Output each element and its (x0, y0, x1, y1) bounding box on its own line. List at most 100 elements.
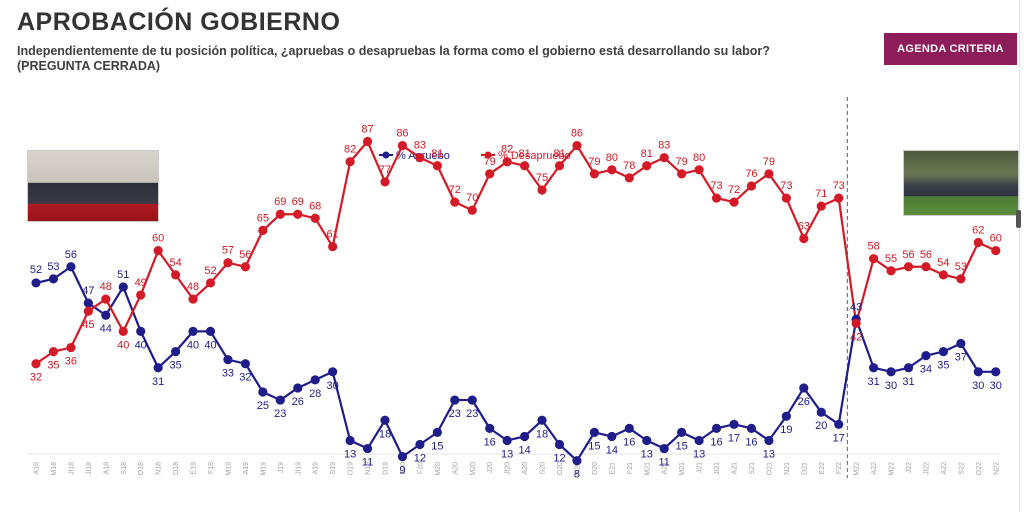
desapruebo-value-label: 52 (204, 265, 216, 277)
apruebo-value-label: 47 (82, 285, 94, 297)
desapruebo-point (572, 140, 582, 151)
desapruebo-point (380, 177, 390, 187)
apruebo-point (136, 326, 146, 336)
apruebo-point (205, 326, 216, 336)
apruebo-point (48, 274, 59, 284)
desapruebo-value-label: 81 (641, 148, 653, 160)
desapruebo-point (467, 205, 477, 215)
desapruebo-point (31, 359, 41, 369)
apruebo-point (956, 338, 966, 349)
apruebo-point (432, 427, 442, 437)
x-tick-label: Jl18 (86, 462, 93, 475)
apruebo-value-label: 13 (344, 448, 356, 460)
x-tick-label: M21 (644, 462, 651, 476)
desapruebo-value-label: 79 (484, 156, 496, 168)
apruebo-value-label: 23 (274, 408, 286, 420)
apruebo-value-label: 13 (693, 448, 705, 460)
apruebo-value-label: 44 (100, 323, 112, 335)
government-group-photo-left (27, 150, 159, 222)
apruebo-value-label: 16 (710, 436, 722, 448)
desapruebo-point (851, 318, 861, 328)
question-text: Independientemente de tu posición políti… (17, 44, 770, 58)
x-tick-label: A22 (871, 462, 878, 475)
desapruebo-point (397, 140, 408, 151)
desapruebo-point (223, 258, 233, 268)
apruebo-value-label: 8 (574, 469, 580, 481)
desapruebo-value-label: 62 (972, 225, 984, 237)
apruebo-value-label: 31 (902, 376, 914, 388)
desapruebo-value-label: 82 (344, 144, 356, 156)
apruebo-value-label: 30 (990, 380, 1002, 392)
apruebo-point (554, 439, 565, 450)
agenda-criteria-button[interactable]: AGENDA CRITERIA (884, 33, 1017, 65)
desapruebo-point (275, 209, 285, 219)
apruebo-point (153, 363, 163, 373)
apruebo-value-label: 20 (815, 420, 827, 432)
page-title: APROBACIÓN GOBIERNO (17, 8, 341, 36)
x-tick-label: M22 (854, 462, 861, 476)
government-group-photo-right (903, 150, 1019, 216)
x-tick-label: M19 (260, 462, 267, 476)
apruebo-value-label: 35 (937, 360, 949, 372)
desapruebo-point (886, 266, 896, 276)
apruebo-value-label: 40 (135, 339, 147, 351)
page-subtitle: Independientemente de tu posición políti… (17, 44, 837, 74)
question-type: (PREGUNTA CERRADA) (17, 59, 161, 73)
apruebo-point (83, 298, 93, 308)
desapruebo-point (153, 246, 163, 256)
x-tick-label: A18 (34, 462, 41, 475)
desapruebo-point (48, 347, 59, 357)
desapruebo-value-label: 72 (728, 184, 740, 196)
desapruebo-value-label: 32 (30, 372, 42, 384)
apruebo-point (624, 423, 634, 433)
desapruebo-value-label: 81 (518, 148, 530, 160)
desapruebo-point (589, 169, 600, 179)
apruebo-point (694, 435, 704, 446)
desapruebo-value-label: 55 (885, 253, 897, 265)
x-tick-label: J19 (278, 462, 285, 473)
desapruebo-point (205, 278, 216, 288)
apruebo-point (293, 383, 303, 393)
apruebo-point (991, 367, 1001, 377)
desapruebo-value-label: 81 (431, 148, 443, 160)
desapruebo-point (293, 209, 303, 219)
apruebo-point (101, 310, 111, 320)
apruebo-point (973, 367, 983, 377)
desapruebo-value-label: 60 (152, 233, 164, 245)
apruebo-point (520, 431, 530, 442)
apruebo-point (485, 423, 495, 433)
desapruebo-value-label: 53 (955, 261, 967, 273)
apruebo-point (415, 439, 425, 450)
desapruebo-value-label: 80 (693, 152, 705, 164)
x-tick-label: F19 (208, 462, 215, 474)
desapruebo-point (764, 169, 774, 179)
apruebo-value-label: 19 (780, 424, 792, 436)
desapruebo-point (799, 233, 809, 244)
apruebo-point (345, 435, 355, 446)
apruebo-value-label: 31 (152, 376, 164, 388)
desapruebo-point (328, 241, 338, 252)
desapruebo-value-label: 36 (65, 356, 77, 368)
apruebo-point (572, 456, 582, 466)
desapruebo-value-label: 81 (553, 148, 565, 160)
x-tick-label: N18 (156, 462, 163, 475)
desapruebo-point (973, 237, 983, 248)
apruebo-value-label: 13 (501, 448, 513, 460)
x-tick-label: A18 (103, 462, 110, 475)
desapruebo-value-label: 70 (466, 192, 478, 204)
apruebo-value-label: 17 (833, 432, 845, 444)
desapruebo-value-label: 86 (571, 128, 583, 140)
x-tick-label: A20 (452, 462, 459, 475)
apruebo-value-label: 15 (676, 440, 688, 452)
scrollbar-thumb[interactable] (1016, 210, 1021, 228)
desapruebo-point (502, 157, 512, 167)
apruebo-point (31, 278, 41, 288)
apruebo-point (310, 375, 320, 385)
apruebo-value-label: 53 (47, 261, 59, 273)
desapruebo-value-label: 60 (990, 233, 1002, 245)
apruebo-point (903, 363, 914, 373)
apruebo-point (328, 367, 338, 377)
desapruebo-point (66, 342, 76, 353)
desapruebo-value-label: 79 (588, 156, 600, 168)
